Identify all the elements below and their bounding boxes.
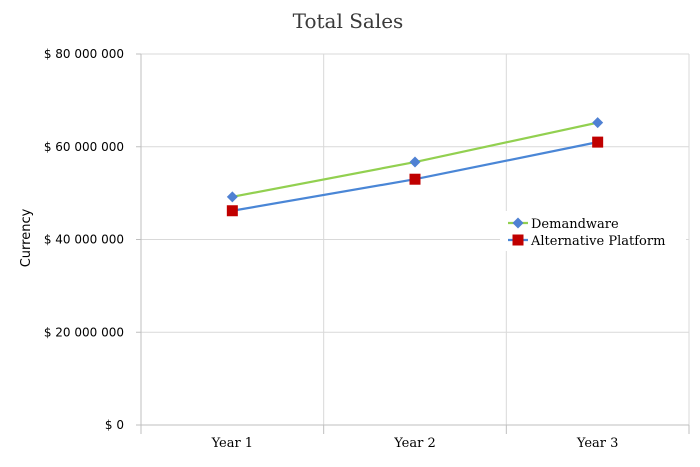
legend-label: Alternative Platform <box>530 234 665 249</box>
legend-box <box>500 211 686 251</box>
y-tick-label: $ 0 <box>105 418 124 432</box>
y-tick-label: $ 20 000 000 <box>44 325 124 339</box>
y-tick-label: $ 40 000 000 <box>44 233 124 247</box>
legend-marker <box>512 217 524 229</box>
axes <box>136 53 690 434</box>
legend-label: Demandware <box>531 217 619 232</box>
data-point <box>226 191 238 203</box>
data-point <box>226 205 238 217</box>
x-axis-ticks: Year 1 Year 2 Year 3 <box>211 436 619 451</box>
chart-title: Total Sales <box>293 9 404 33</box>
y-axis-label: Currency <box>19 208 34 267</box>
x-tick-label: Year 1 <box>211 436 254 451</box>
data-point <box>592 136 604 148</box>
y-tick-label: $ 80 000 000 <box>44 47 124 61</box>
x-tick-label: Year 3 <box>576 436 619 451</box>
legend-marker <box>512 234 524 246</box>
series-layer <box>226 117 604 217</box>
y-tick-label: $ 60 000 000 <box>44 140 124 154</box>
x-tick-label: Year 2 <box>393 436 436 451</box>
data-point <box>592 117 604 129</box>
data-point <box>409 156 421 168</box>
y-axis-ticks: $ 0 $ 20 000 000 $ 40 000 000 $ 60 000 000 $… <box>44 47 124 432</box>
legend: Demandware Alternative Platform <box>500 211 686 251</box>
data-point <box>409 173 421 185</box>
